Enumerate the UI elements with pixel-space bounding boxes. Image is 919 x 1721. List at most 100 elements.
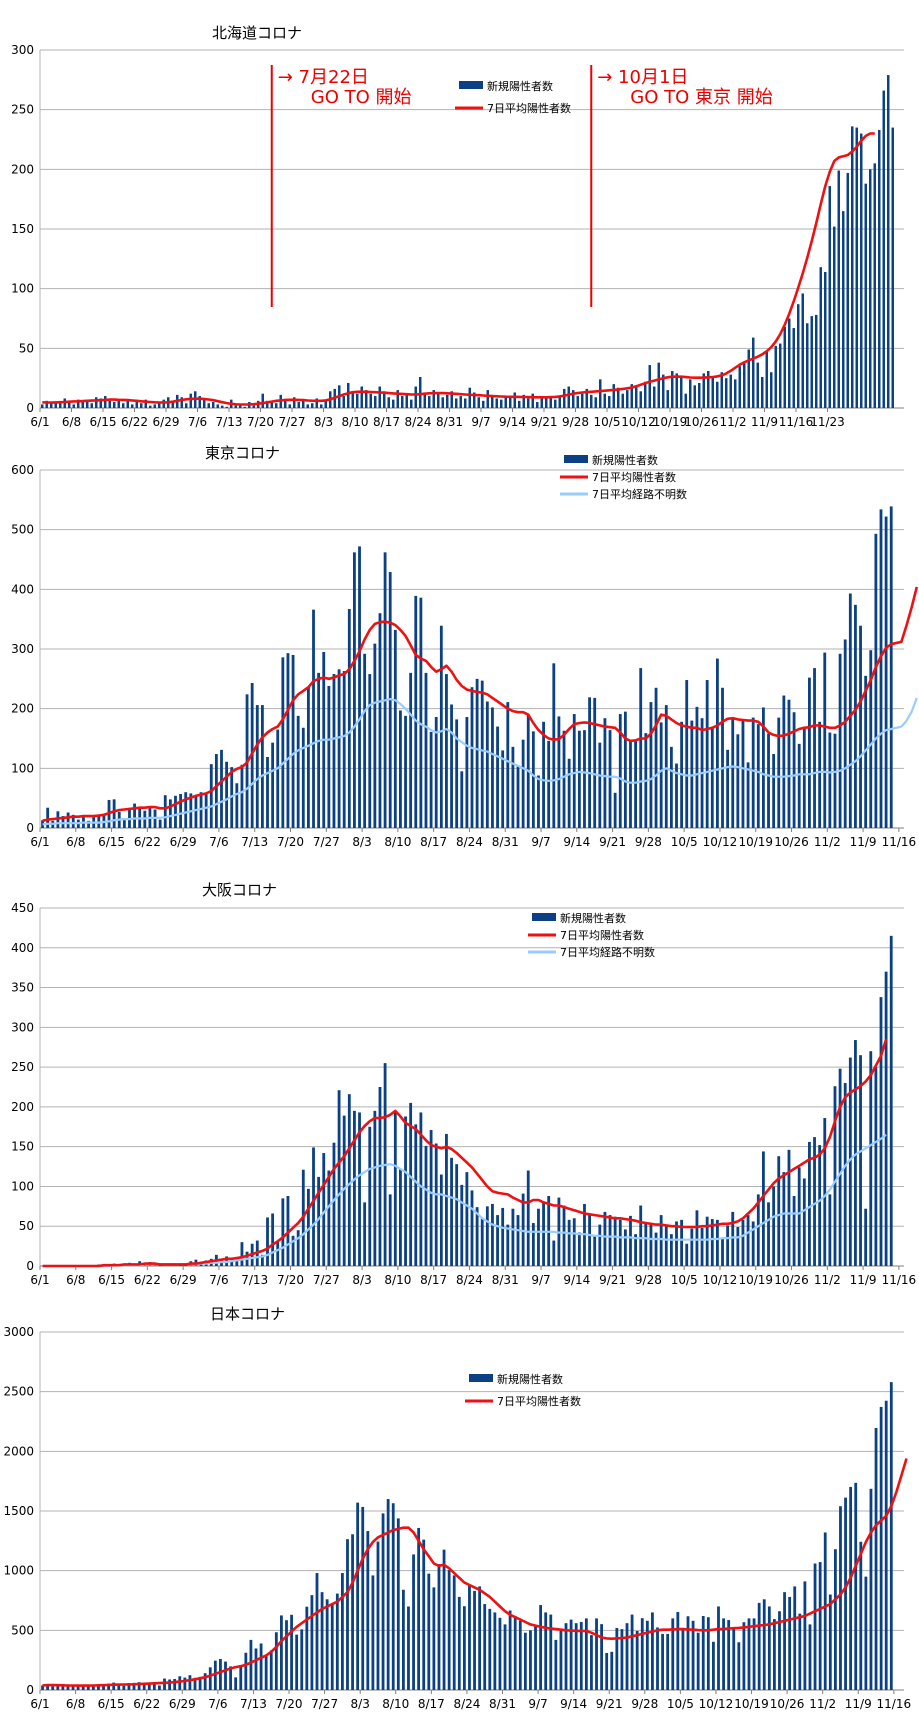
bar	[158, 819, 162, 828]
chart-panel-osaka: 大阪コロナ 0 50 100 150 200 250 300 350 400 450 6/1 6/8 6…	[0, 865, 919, 1295]
bar	[330, 1604, 334, 1690]
bar	[675, 373, 678, 408]
y-tick-label: 100	[11, 282, 34, 296]
bar	[743, 362, 746, 408]
bar	[284, 399, 287, 408]
bar	[600, 1624, 603, 1690]
bar	[864, 1208, 868, 1266]
y-tick-label: 100	[11, 1179, 34, 1193]
bar	[369, 393, 372, 408]
bar	[664, 705, 668, 828]
bar	[300, 1629, 304, 1690]
x-tick-label: 8/3	[352, 1273, 371, 1287]
x-tick-label: 7/6	[208, 1697, 227, 1711]
y-tick-label: 50	[19, 1219, 34, 1233]
bar	[290, 1614, 293, 1690]
bar	[756, 724, 760, 828]
bar	[747, 1618, 751, 1690]
bar	[710, 1219, 714, 1266]
bar	[542, 721, 545, 828]
bar	[690, 1228, 694, 1266]
bar	[498, 1617, 502, 1690]
bar	[588, 697, 591, 828]
x-tick-label: 6/22	[133, 1697, 160, 1711]
bar	[639, 668, 643, 828]
bar	[767, 1606, 771, 1690]
x-tick-label: 8/10	[342, 415, 369, 429]
bar	[306, 686, 310, 828]
bar	[183, 1677, 187, 1690]
bar	[475, 1207, 479, 1266]
x-tick-label: 8/24	[456, 1273, 483, 1287]
x-tick-label: 6/8	[62, 415, 81, 429]
bar	[656, 1627, 659, 1690]
bar	[193, 1677, 197, 1690]
y-tick-label: 250	[11, 1060, 34, 1074]
bar	[432, 1587, 436, 1690]
bar	[522, 394, 525, 408]
bar	[320, 1592, 324, 1690]
bar	[386, 1499, 390, 1690]
bar	[437, 393, 440, 408]
bar	[839, 1506, 842, 1690]
bar	[584, 1618, 588, 1690]
bar	[457, 1596, 461, 1690]
x-tick-label: 9/14	[499, 415, 526, 429]
x-tick-label: 9/14	[563, 1273, 590, 1287]
bar	[770, 372, 773, 408]
bar	[567, 758, 571, 828]
bar	[859, 625, 862, 828]
bar	[274, 1632, 278, 1690]
bar	[198, 396, 201, 408]
bar	[399, 710, 402, 828]
x-tick-label: 8/10	[384, 835, 411, 849]
bar	[356, 393, 359, 408]
bar	[269, 1650, 273, 1690]
y-tick-label: 2500	[3, 1385, 34, 1399]
bar	[808, 1624, 812, 1690]
bar	[360, 386, 363, 408]
bar	[312, 609, 315, 828]
bar	[225, 406, 228, 408]
bar	[742, 1622, 746, 1690]
y-tick-label: 300	[11, 43, 34, 57]
bar	[419, 597, 423, 828]
bar	[404, 1116, 407, 1266]
bar	[777, 1156, 781, 1266]
bar	[485, 1206, 489, 1266]
bar	[777, 717, 781, 828]
legend-label: 7日平均陽性者数	[497, 1394, 581, 1408]
bar	[214, 754, 218, 828]
x-tick-label: 11/23	[810, 415, 845, 429]
bar	[508, 1610, 512, 1690]
bar	[516, 1215, 520, 1266]
bar	[224, 1661, 227, 1690]
bar	[557, 716, 561, 828]
chart-svg-hokkaido: 0 50 100 150 200 250 300 6/1 6/8 6/15 6/22 6/29 7/6 7…	[11, 43, 904, 429]
bar	[264, 1655, 268, 1690]
x-tick-label: 10/12	[621, 415, 656, 429]
bar	[473, 1590, 476, 1690]
bar	[439, 625, 443, 828]
bar	[787, 699, 791, 828]
bar	[199, 792, 203, 828]
bar	[823, 652, 827, 828]
bar	[531, 393, 534, 408]
bar	[401, 1589, 405, 1690]
bar	[122, 403, 125, 408]
bar	[669, 1234, 673, 1266]
bar	[720, 372, 723, 408]
bar	[813, 1137, 816, 1266]
avg-line	[42, 1038, 888, 1268]
x-tick-label: 8/10	[382, 1697, 409, 1711]
x-tick-label: 11/9	[850, 1273, 877, 1287]
bar	[240, 764, 244, 828]
bar	[158, 1685, 161, 1690]
bar	[797, 304, 800, 408]
x-tick-label: 9/21	[531, 415, 558, 429]
bar	[659, 1215, 663, 1266]
bar	[171, 400, 174, 408]
bar	[693, 385, 696, 408]
x-tick-label: 10/26	[770, 1697, 805, 1711]
x-tick-label: 6/8	[66, 835, 85, 849]
